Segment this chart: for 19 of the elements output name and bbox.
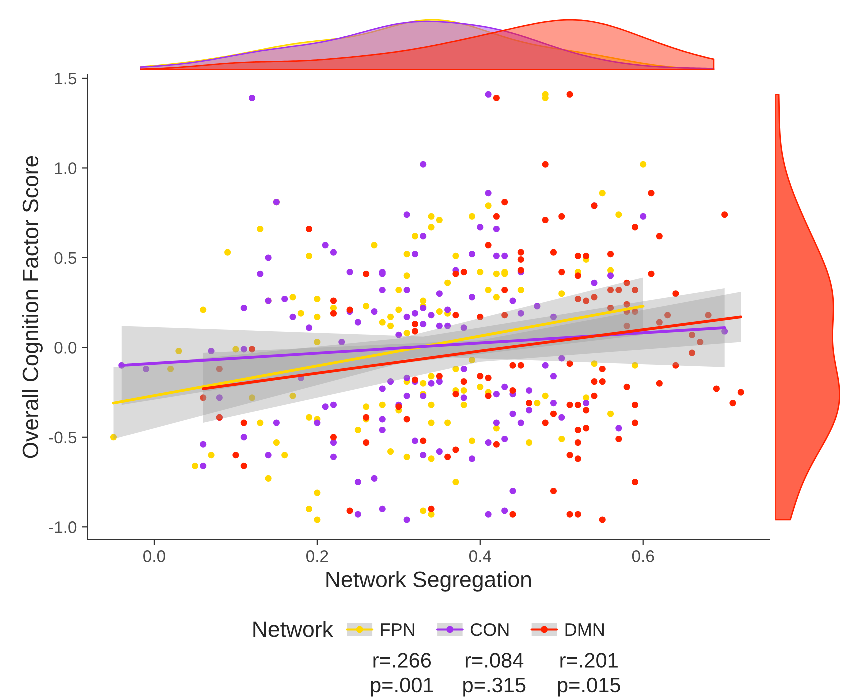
y-axis-title: Overall Cognition Factor Score (22, 156, 43, 458)
legend-title: Network (254, 621, 334, 638)
x-axis-title: Network Segregation (326, 571, 531, 592)
y-tick-label: 1.5 (55, 73, 77, 85)
y-tick-label: 1.0 (55, 162, 77, 174)
legend-label: DMN (566, 624, 604, 636)
legend-label: CON (470, 623, 509, 636)
text: r=.084 p=.315 (464, 653, 526, 697)
legend-label: FPN (381, 624, 414, 636)
text: r=.201 p=.015 (558, 653, 620, 697)
y-tick-label: -1.0 (49, 522, 77, 534)
y-tick-label: 0.5 (54, 252, 77, 264)
x-tick-label: 0.6 (632, 550, 654, 562)
x-tick-label: 0.2 (306, 550, 328, 562)
y-tick-label: -0.5 (49, 432, 77, 444)
text: r=.266 p=.001 (371, 653, 434, 697)
x-tick-label: 0.0 (144, 550, 166, 562)
x-tick-label: 0.4 (469, 550, 492, 562)
y-tick-label: 0.0 (54, 342, 77, 354)
